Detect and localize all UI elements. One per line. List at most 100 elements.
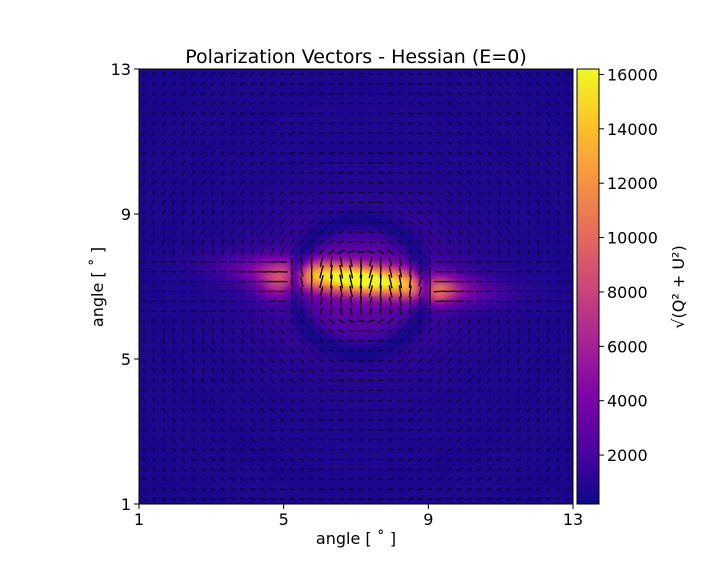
vector bbox=[516, 457, 521, 462]
vector bbox=[143, 328, 145, 334]
vector bbox=[378, 409, 384, 411]
vector bbox=[289, 418, 295, 422]
vector bbox=[338, 429, 344, 431]
vector bbox=[557, 249, 559, 255]
vector bbox=[487, 180, 491, 185]
colorbar-gradient bbox=[576, 68, 600, 505]
vector bbox=[279, 408, 285, 412]
vector bbox=[506, 101, 511, 106]
vector bbox=[398, 266, 402, 278]
vector bbox=[418, 328, 422, 334]
vector bbox=[300, 276, 304, 287]
vector bbox=[467, 190, 472, 195]
vector bbox=[289, 82, 295, 85]
vector bbox=[546, 170, 550, 175]
vector bbox=[398, 349, 403, 353]
vector bbox=[181, 131, 186, 136]
vector bbox=[191, 160, 195, 165]
vector bbox=[507, 348, 511, 354]
vector bbox=[368, 350, 373, 352]
vector bbox=[417, 141, 423, 145]
vector bbox=[467, 121, 472, 125]
vector bbox=[409, 307, 412, 315]
vector bbox=[309, 348, 314, 353]
vector bbox=[437, 468, 443, 471]
vector bbox=[269, 92, 275, 95]
vector bbox=[221, 249, 224, 255]
vector bbox=[279, 82, 285, 85]
vector bbox=[388, 349, 393, 353]
vector bbox=[388, 399, 394, 402]
vector bbox=[417, 102, 423, 105]
vector bbox=[407, 142, 413, 145]
vector bbox=[319, 409, 324, 412]
vector bbox=[506, 92, 511, 96]
vector bbox=[300, 298, 303, 305]
vector bbox=[546, 457, 551, 462]
vector bbox=[457, 408, 462, 412]
vector bbox=[507, 210, 511, 215]
vector bbox=[349, 307, 353, 316]
vector bbox=[556, 437, 560, 442]
vector bbox=[309, 428, 314, 431]
vector bbox=[191, 437, 196, 442]
vector bbox=[438, 229, 442, 235]
vector bbox=[417, 171, 423, 175]
vector bbox=[368, 359, 374, 362]
vector bbox=[152, 368, 155, 373]
vector bbox=[221, 418, 225, 422]
vector bbox=[299, 478, 305, 481]
vector bbox=[280, 219, 284, 225]
vector bbox=[279, 180, 285, 185]
vector bbox=[536, 467, 541, 472]
vector bbox=[378, 211, 384, 214]
vector bbox=[367, 250, 375, 254]
vector bbox=[201, 477, 206, 481]
vector bbox=[526, 457, 531, 462]
vector bbox=[427, 468, 433, 471]
vector bbox=[566, 368, 570, 373]
vector bbox=[447, 438, 452, 442]
vector bbox=[397, 122, 403, 125]
vector bbox=[260, 388, 265, 393]
vector bbox=[221, 358, 225, 363]
vector bbox=[407, 92, 413, 95]
vector bbox=[437, 219, 442, 225]
vector bbox=[152, 398, 156, 403]
vector bbox=[546, 467, 551, 472]
vector bbox=[300, 328, 304, 334]
vector bbox=[389, 307, 392, 316]
vector bbox=[309, 368, 315, 373]
vector bbox=[172, 239, 175, 245]
vector bbox=[537, 239, 540, 245]
vector bbox=[447, 448, 452, 452]
vector bbox=[210, 477, 215, 481]
vector bbox=[437, 122, 443, 125]
vector bbox=[487, 348, 491, 354]
vector bbox=[299, 398, 305, 402]
vector bbox=[407, 210, 413, 215]
vector bbox=[201, 111, 206, 116]
vector bbox=[319, 488, 324, 490]
vector bbox=[339, 264, 344, 279]
vector bbox=[447, 112, 452, 115]
vector bbox=[517, 210, 521, 215]
vector bbox=[487, 467, 492, 471]
vector bbox=[142, 210, 146, 215]
vector bbox=[556, 477, 560, 482]
vector bbox=[221, 210, 225, 215]
colorbar-tick-label: 12000 bbox=[607, 174, 658, 193]
vector bbox=[498, 318, 500, 324]
vector bbox=[289, 161, 295, 165]
vector bbox=[270, 180, 275, 185]
vector bbox=[556, 82, 561, 86]
vector bbox=[221, 408, 225, 413]
vector bbox=[457, 161, 462, 165]
vector bbox=[497, 180, 501, 185]
vector bbox=[161, 72, 166, 76]
vector bbox=[152, 111, 156, 116]
vector bbox=[448, 229, 452, 235]
vector bbox=[407, 448, 413, 451]
vector bbox=[457, 141, 462, 145]
vector bbox=[547, 210, 550, 215]
